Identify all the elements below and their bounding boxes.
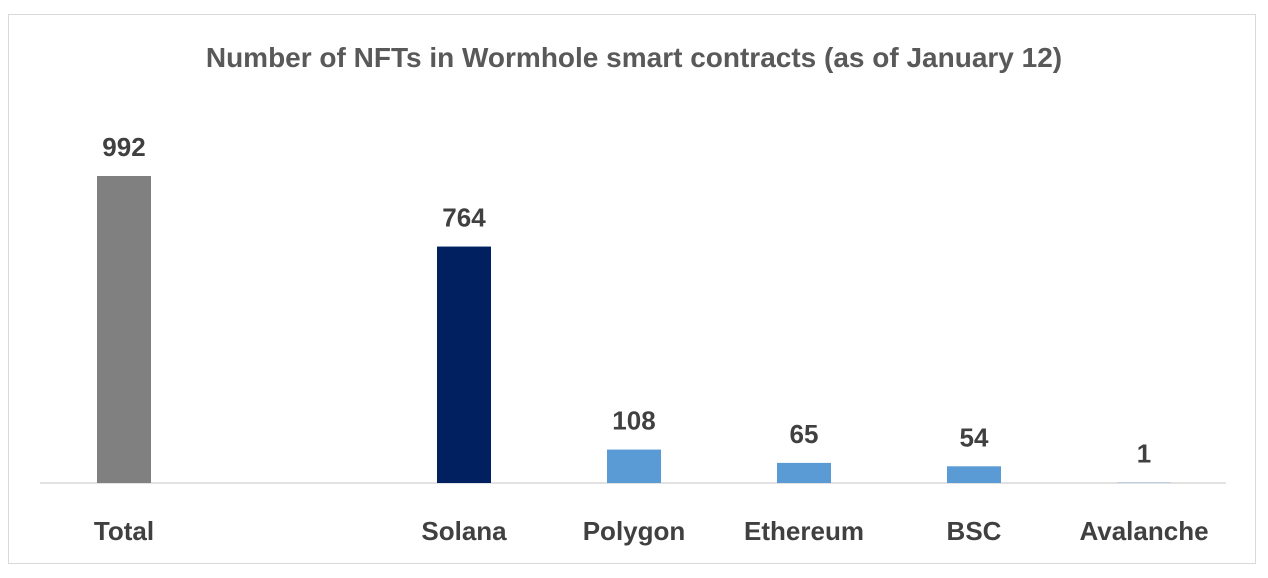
data-label-bsc: 54 — [960, 422, 989, 452]
category-label-solana: Solana — [421, 516, 507, 546]
data-label-ethereum: 65 — [790, 419, 819, 449]
bar-polygon — [607, 449, 661, 483]
category-label-polygon: Polygon — [583, 516, 686, 546]
bar-solana — [437, 246, 491, 483]
data-label-total: 992 — [102, 132, 145, 162]
bars-group — [97, 176, 1171, 483]
category-label-bsc: BSC — [947, 516, 1002, 546]
data-label-avalanche: 1 — [1137, 439, 1151, 469]
bar-bsc — [947, 466, 1001, 483]
bar-ethereum — [777, 462, 831, 483]
data-label-polygon: 108 — [612, 406, 655, 436]
data-labels-group: 992 764 108 65 54 1 — [102, 132, 1151, 469]
category-label-total: Total — [94, 516, 154, 546]
category-label-ethereum: Ethereum — [744, 516, 864, 546]
data-label-solana: 764 — [442, 203, 486, 233]
category-label-avalanche: Avalanche — [1079, 516, 1208, 546]
chart-title: Number of NFTs in Wormhole smart contrac… — [205, 42, 1063, 73]
bar-total — [97, 176, 151, 483]
category-labels-group: Total Solana Polygon Ethereum BSC Avalanche — [94, 516, 1209, 546]
